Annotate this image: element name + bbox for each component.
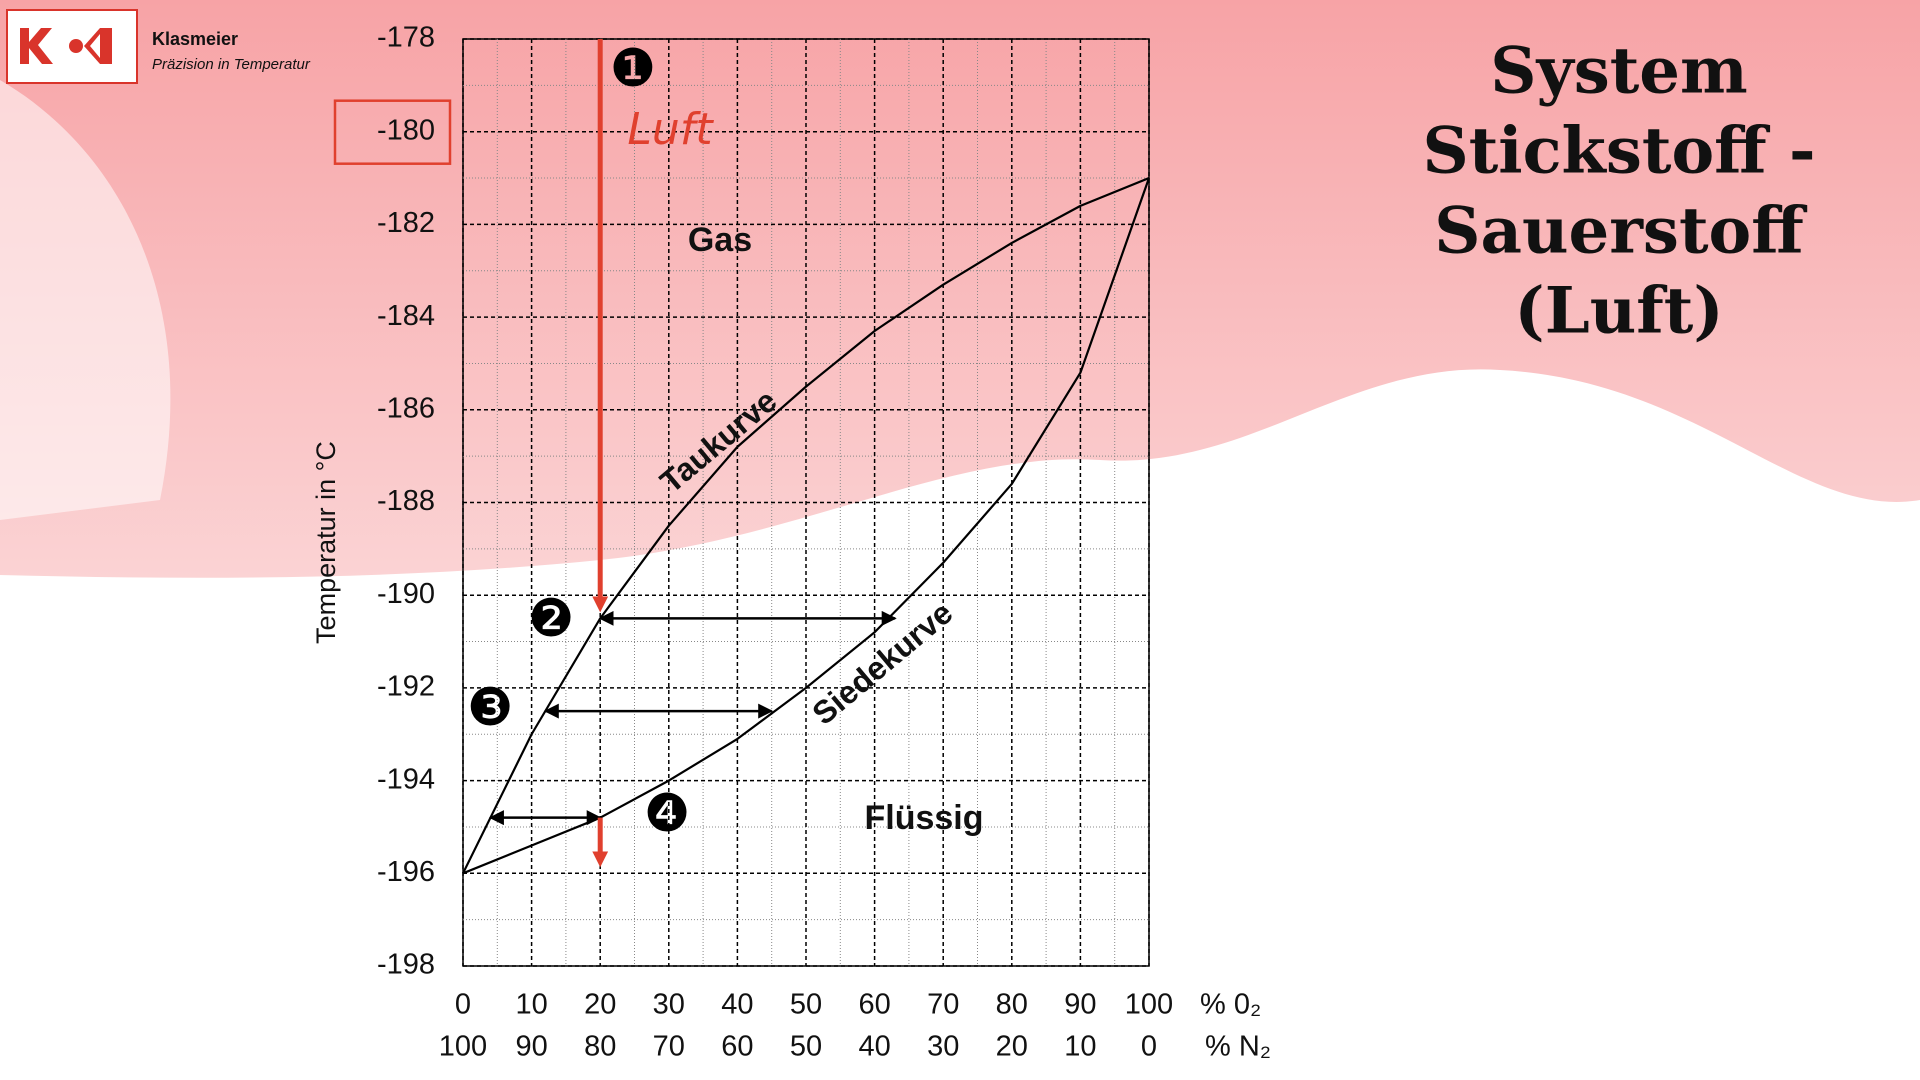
x-tick-label: 100 <box>1125 989 1173 1021</box>
y-tick-label: -192 <box>377 671 435 703</box>
company: Klasmeier <box>152 29 238 49</box>
y-tick-label: -188 <box>377 485 435 517</box>
step-marker: ❹ <box>644 784 691 844</box>
background-haze <box>0 80 171 520</box>
tagline: Präzision in Temperatur <box>152 56 311 73</box>
title-line: (Luft) <box>1514 274 1723 349</box>
step-marker: ❶ <box>610 39 657 99</box>
x2-tick-label: 80 <box>584 1031 616 1063</box>
region-label: Flüssig <box>864 799 983 837</box>
x2-unit: % N₂ <box>1205 1031 1271 1063</box>
y-tick-label: -198 <box>377 949 435 981</box>
x2-tick-label: 20 <box>996 1031 1028 1063</box>
x2-tick-label: 40 <box>858 1031 890 1063</box>
highlight-box <box>333 99 452 165</box>
curve <box>462 177 1151 875</box>
logo <box>6 9 138 84</box>
x2-tick-label: 70 <box>653 1031 685 1063</box>
x-unit: % 0₂ <box>1200 989 1261 1021</box>
x2-tick-label: 10 <box>1064 1031 1096 1063</box>
x-tick-label: 10 <box>515 989 547 1021</box>
x-tick-label: 40 <box>721 989 753 1021</box>
x-tick-label: 70 <box>927 989 959 1021</box>
y-tick-label: -184 <box>377 300 435 332</box>
x2-tick-label: 100 <box>439 1031 487 1063</box>
x-tick-label: 20 <box>584 989 616 1021</box>
background-wave <box>0 0 1920 578</box>
x-tick-label: 0 <box>455 989 471 1021</box>
y-tick-label: -180 <box>377 114 435 146</box>
path-label: Luft <box>627 104 714 155</box>
title-line: Sauerstoff <box>1434 194 1807 269</box>
step-marker: ❸ <box>467 678 514 738</box>
title-line: Stickstoff - <box>1422 114 1815 189</box>
y-tick-label: -186 <box>377 392 435 424</box>
x2-tick-label: 50 <box>790 1031 822 1063</box>
curve-label: Siedekurve <box>805 594 959 731</box>
x2-tick-label: 90 <box>515 1031 547 1063</box>
plot: -178 -180 -182 -184 -186 -188 -190 -192 -194 -196… <box>311 22 1271 1063</box>
region-label: Gas <box>688 221 752 259</box>
x-tick-label: 80 <box>996 989 1028 1021</box>
x-tick-label: 60 <box>858 989 890 1021</box>
x-tick-label: 50 <box>790 989 822 1021</box>
y-axis-label: Temperatur in °C <box>311 441 341 644</box>
step-marker: ❷ <box>528 589 575 649</box>
x2-tick-label: 0 <box>1141 1031 1157 1063</box>
x2-tick-label: 30 <box>927 1031 959 1063</box>
title-line: System <box>1490 34 1747 109</box>
y-tick-label: -196 <box>377 856 435 888</box>
x-tick-label: 90 <box>1064 989 1096 1021</box>
curve <box>462 177 1150 874</box>
x2-tick-label: 60 <box>721 1031 753 1063</box>
x-tick-label: 30 <box>653 989 685 1021</box>
y-tick-label: -194 <box>377 763 435 795</box>
y-tick-label: -182 <box>377 207 435 239</box>
y-tick-label: -190 <box>377 578 435 610</box>
y-tick-label: -178 <box>377 22 435 54</box>
